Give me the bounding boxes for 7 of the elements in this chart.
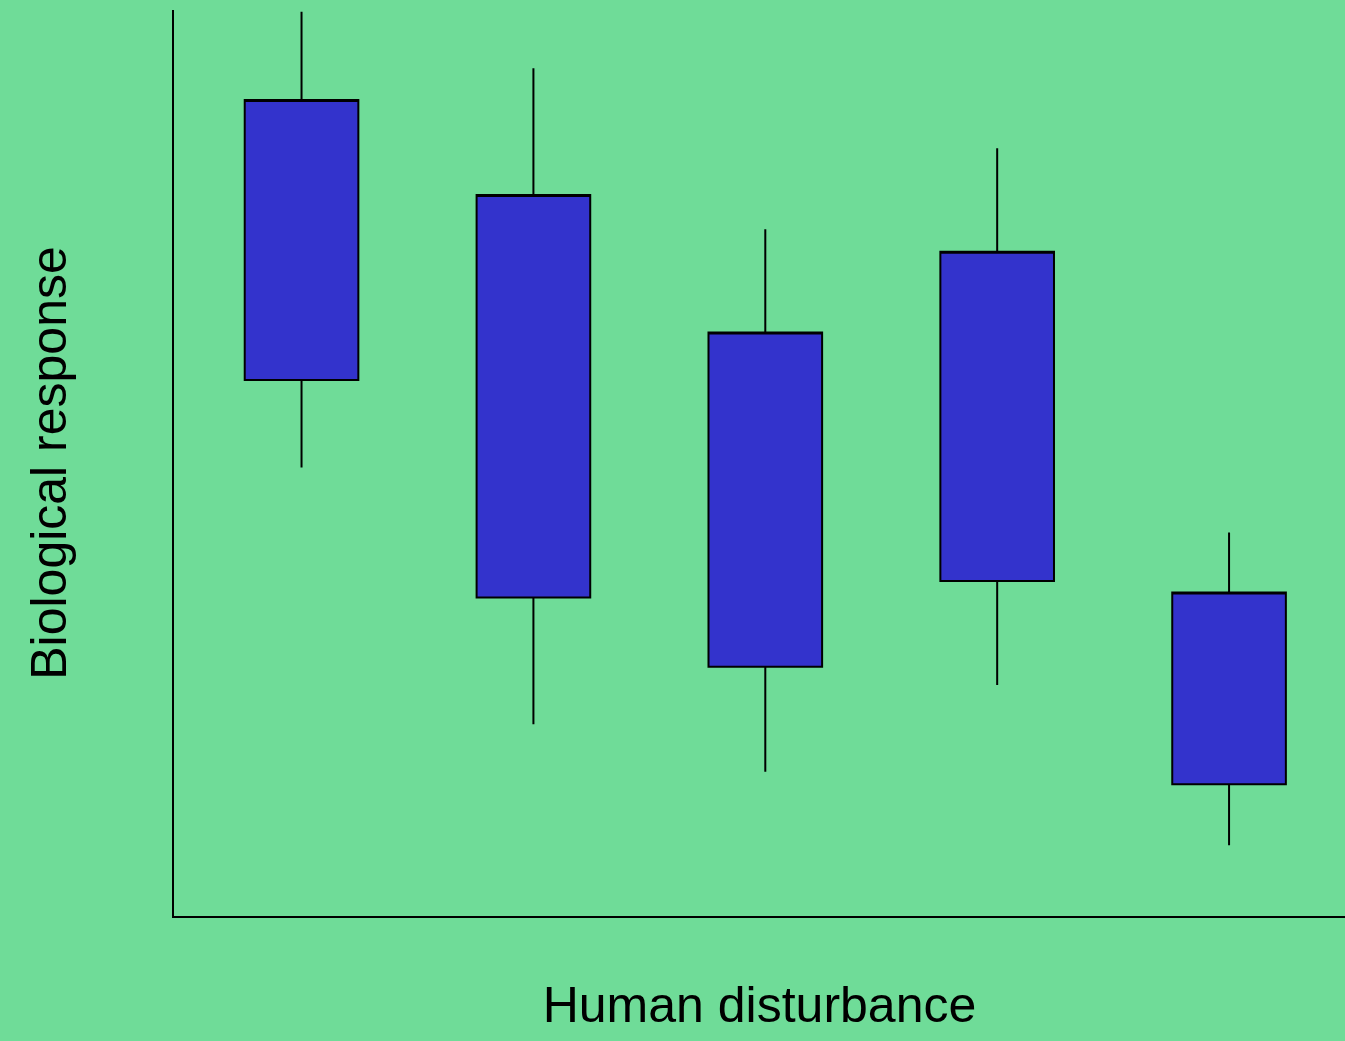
candlestick (939, 147, 1055, 687)
x-axis-title: Human disturbance (542, 977, 977, 1033)
candlestick (1171, 531, 1287, 847)
candlestick (475, 67, 592, 726)
y-axis-title: Biological response (20, 246, 77, 680)
candlestick (707, 228, 824, 773)
candlestick (243, 10, 360, 469)
